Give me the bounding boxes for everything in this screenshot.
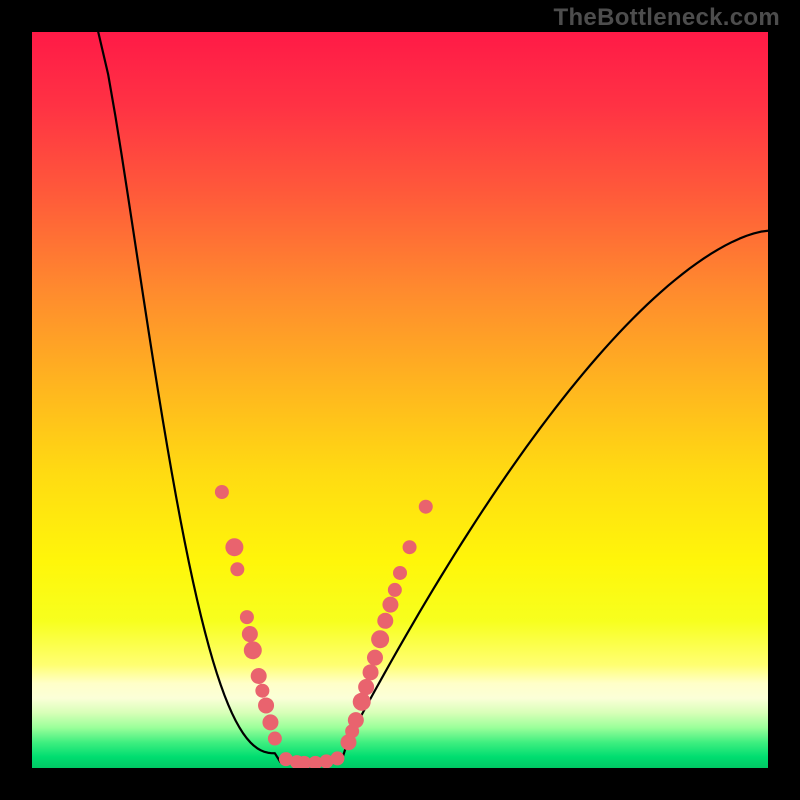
data-marker (348, 712, 364, 728)
data-marker (225, 538, 243, 556)
data-marker (240, 610, 254, 624)
data-marker (255, 684, 269, 698)
data-marker (367, 650, 383, 666)
plot-area (32, 32, 768, 768)
data-marker (268, 732, 282, 746)
data-marker (251, 668, 267, 684)
data-marker (215, 485, 229, 499)
bottleneck-curve (98, 32, 768, 762)
data-marker (388, 583, 402, 597)
data-marker (244, 641, 262, 659)
data-marker (382, 597, 398, 613)
data-marker (258, 697, 274, 713)
curve-layer (32, 32, 768, 768)
data-marker (377, 613, 393, 629)
data-marker (353, 693, 371, 711)
chart-frame: TheBottleneck.com (0, 0, 800, 800)
data-marker (358, 679, 374, 695)
data-marker (371, 630, 389, 648)
watermark-text: TheBottleneck.com (554, 4, 780, 32)
data-marker (330, 751, 344, 765)
data-marker (230, 562, 244, 576)
data-marker (363, 664, 379, 680)
data-marker (403, 540, 417, 554)
data-marker (393, 566, 407, 580)
data-marker (242, 626, 258, 642)
data-marker (419, 500, 433, 514)
data-marker (262, 714, 278, 730)
